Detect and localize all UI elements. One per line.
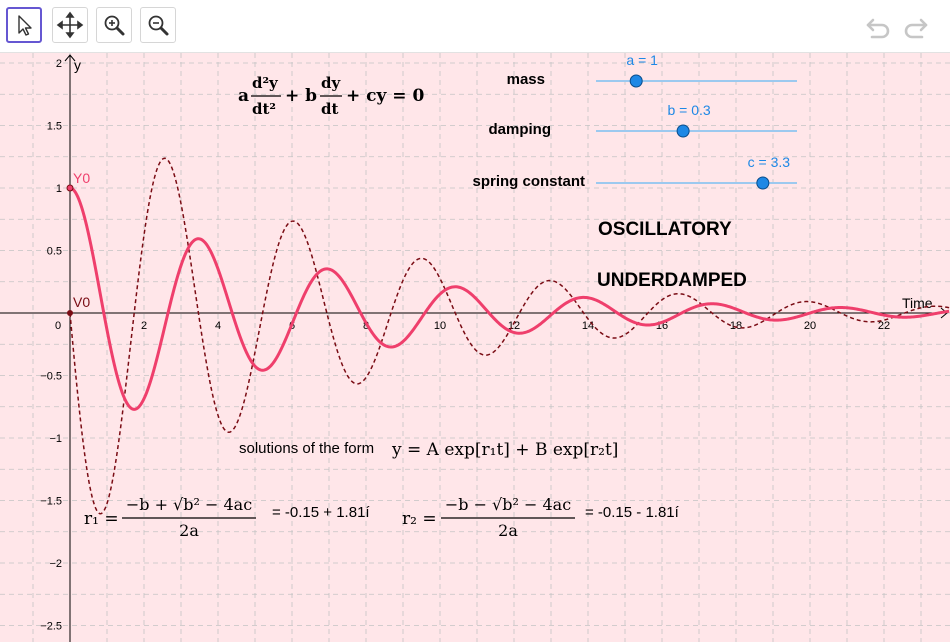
redo-button[interactable] [900,12,930,42]
zoom-in-icon [104,15,125,36]
y-tick-label: 2 [56,58,62,70]
redo-icon [904,18,928,39]
y-tick-label: −2 [49,558,62,570]
r1-numerator: −b + √b² − 4ac [126,495,252,514]
y-tick-label: 1 [56,183,62,195]
r1-denominator: 2a [179,521,199,540]
equation-rest: + cy = 0 [346,86,424,106]
x-tick-label: 22 [878,320,890,332]
y-axis-label: y [74,57,81,73]
x-tick-label: 0 [55,320,61,332]
r2-label: r₂ = [402,509,437,529]
slider-spring-label: spring constant [472,173,585,190]
solutions-formula: y = A exp[r₁t] + B exp[r₂t] [391,440,618,460]
x-tick-label: 18 [730,320,742,332]
equation-plus-b: + b [285,86,317,106]
cursor-arrow-icon [18,15,32,36]
y-tick-label: −2.5 [40,621,62,633]
equation-dt2: dt² [252,100,276,118]
slider-damping[interactable]: damping b = 0.3 [489,102,798,138]
y-tick-label: −1.5 [40,496,62,508]
y-axis-arrow-icon [64,54,76,62]
graphics-view[interactable]: Time y 0 2 4 6 8 10 12 14 16 18 20 22−2.5−2−1.5−1−0… [0,53,950,642]
undo-button[interactable] [864,12,894,42]
root-r2: r₂ = −b − √b² − 4ac 2a = -0.15 - 1.81í [402,495,680,540]
velocity-curve[interactable] [69,157,950,515]
point-v0-label: V0 [73,294,90,310]
x-tick-label: 2 [141,320,147,332]
x-tick-label: 4 [215,320,221,332]
graph-background [0,53,950,642]
point-y0-label: Y0 [73,170,90,186]
equation-dt: dt [321,100,338,118]
x-tick-label: 20 [804,320,816,332]
solutions-prefix: solutions of the form [239,440,374,457]
move-cross-icon [56,11,84,39]
r2-denominator: 2a [498,521,518,540]
y-tick-label: 0.5 [47,246,62,258]
status-oscillatory: OSCILLATORY [598,219,732,240]
equation-d2y: d²y [252,74,279,92]
r2-numerator: −b − √b² − 4ac [445,495,571,514]
zoom-out-icon [148,15,169,36]
differential-equation: a d²y dt² + b dy dt + cy = 0 [238,74,424,118]
slider-mass-label: mass [507,71,545,88]
y-tick-label: 1.5 [47,121,62,133]
equation-dy: dy [321,74,341,92]
slider-mass[interactable]: mass a = 1 [507,53,797,88]
move-graphics-view-button[interactable] [52,7,88,43]
equation-a: a [238,86,249,106]
slider-mass-knob[interactable] [629,74,643,88]
x-tick-label: 10 [434,320,446,332]
slider-damping-label: damping [489,121,552,138]
slider-damping-knob[interactable] [676,124,690,138]
zoom-out-button[interactable] [140,7,176,43]
y-tick-label: −0.5 [40,371,62,383]
point-y0[interactable] [66,184,74,192]
grid [0,53,950,642]
move-tool-button[interactable] [6,7,42,43]
undo-icon [866,18,890,39]
root-r1: r₁ = −b + √b² − 4ac 2a = -0.15 + 1.81í [84,495,370,540]
slider-spring-constant[interactable]: spring constant c = 3.3 [472,154,797,190]
r2-value: = -0.15 - 1.81í [585,504,680,521]
point-v0[interactable] [67,310,73,316]
slider-mass-readout: a = 1 [626,53,658,68]
slider-damping-readout: b = 0.3 [667,102,710,118]
x-tick-label: 14 [582,320,594,332]
slider-spring-knob[interactable] [756,176,770,190]
r1-label: r₁ = [84,509,119,529]
slider-spring-readout: c = 3.3 [748,154,791,170]
solution-curve[interactable] [69,186,950,411]
zoom-in-button[interactable] [96,7,132,43]
tick-labels: 0 2 4 6 8 10 12 14 16 18 20 22−2.5−2−1.5−1−0.50.511… [40,58,890,633]
x-axis-label: Time [902,295,933,311]
r1-value: = -0.15 + 1.81í [272,504,370,521]
toolbar [0,0,950,53]
y-tick-label: −1 [49,433,62,445]
x-tick-label: 8 [363,320,369,332]
slider-panel: mass a = 1 damping b = 0.3 spring consta… [472,53,797,190]
status-underdamped: UNDERDAMPED [597,270,747,291]
